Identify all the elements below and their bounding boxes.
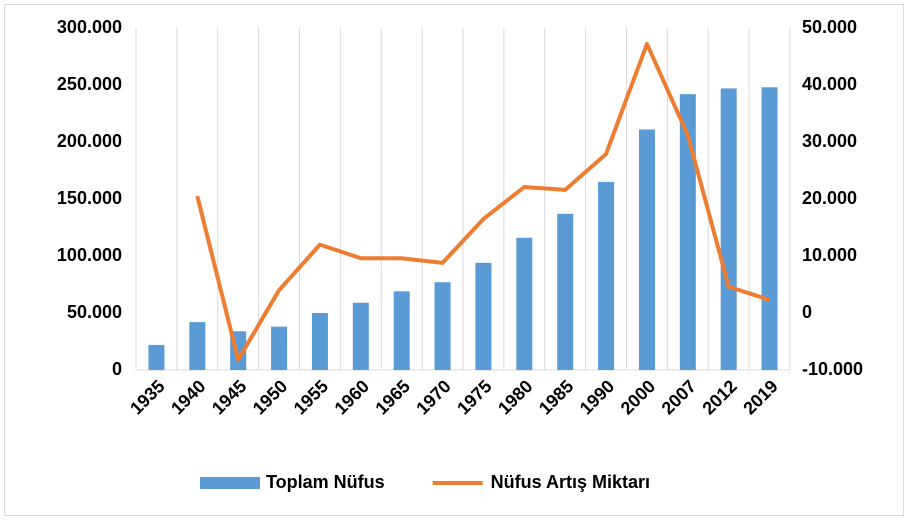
y2-tick-label: 0 [802,302,812,322]
line [195,41,771,362]
bar [557,213,574,370]
bar [638,129,655,370]
y2-tick-label: 10.000 [802,245,857,265]
y-tick-label: 200.000 [57,131,122,151]
bar [311,313,328,370]
legend-swatch [200,477,260,489]
y2-tick-label: 20.000 [802,188,857,208]
bar [516,237,533,370]
bar [352,302,369,370]
legend-label: Nüfus Artış Miktarı [491,472,650,492]
bar [720,88,737,371]
bar [761,87,778,370]
y-tick-label: 100.000 [57,245,122,265]
bar [679,94,696,371]
legend-label: Toplam Nüfus [266,472,385,492]
y-tick-label: 300.000 [57,17,122,37]
y2-tick-label: 50.000 [802,17,857,37]
y-tick-label: 250.000 [57,74,122,94]
y-tick-label: 50.000 [67,302,122,322]
y-tick-label: 0 [112,359,122,379]
bar [271,326,288,370]
bar [475,262,492,370]
bar [393,291,410,370]
y2-tick-label: 30.000 [802,131,857,151]
bar [598,181,615,370]
chart-frame [4,4,904,516]
y2-tick-label: 40.000 [802,74,857,94]
bar [434,282,451,370]
bar [148,344,165,370]
y2-tick-label: -10.000 [802,359,863,379]
y-tick-label: 150.000 [57,188,122,208]
bar [189,322,206,370]
